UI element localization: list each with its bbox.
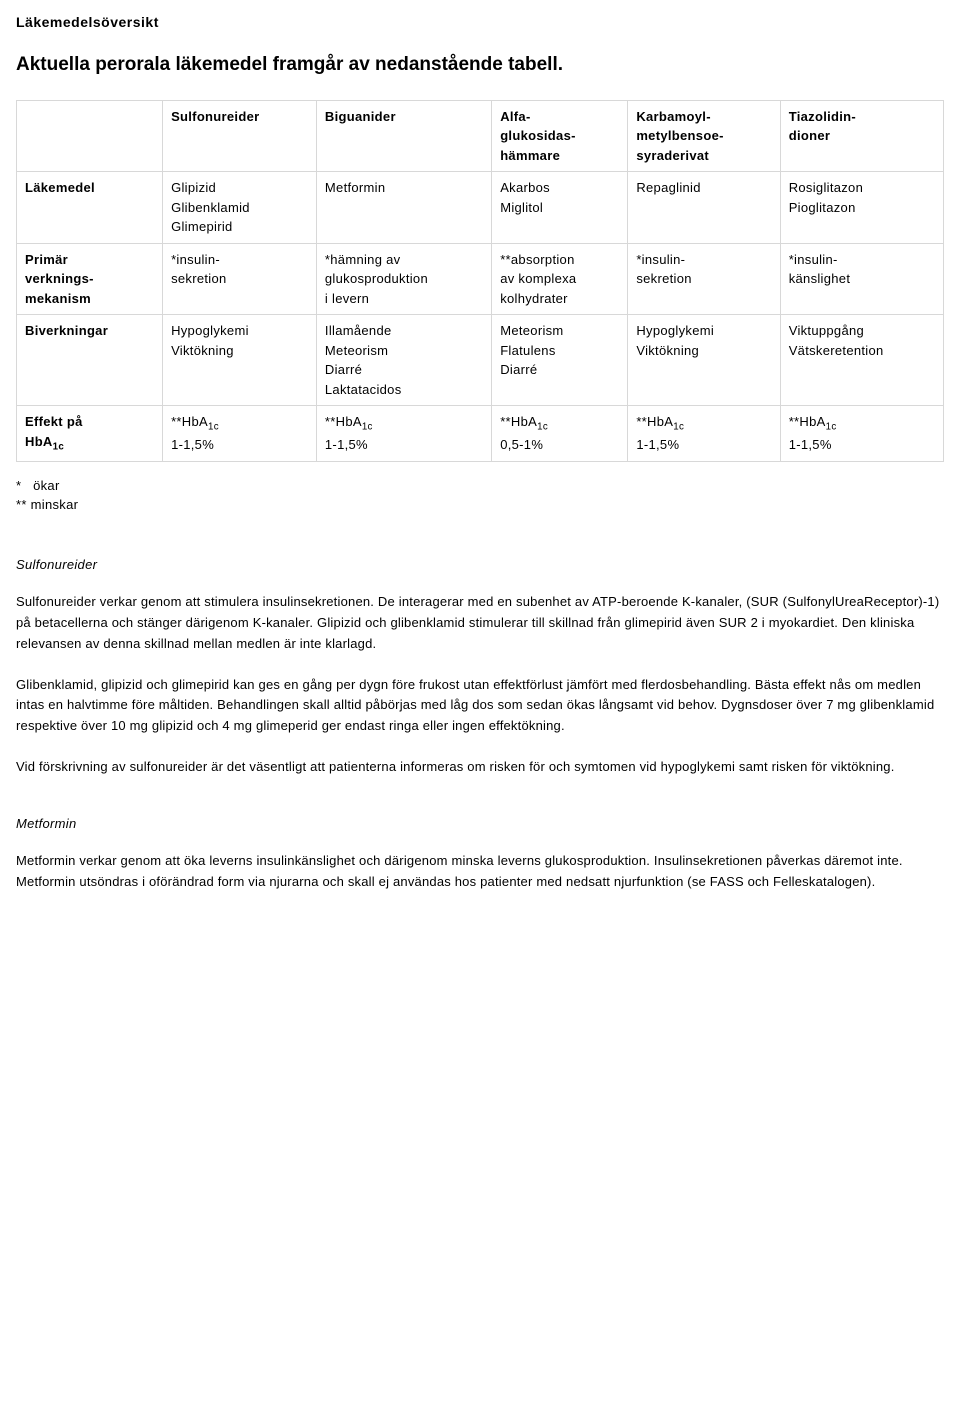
table-column-header bbox=[17, 100, 163, 172]
body-paragraph: Glibenklamid, glipizid och glimepirid ka… bbox=[16, 675, 944, 737]
footnotes: * ökar** minskar bbox=[16, 476, 944, 515]
table-cell: IllamåendeMeteorismDiarréLaktatacidos bbox=[316, 315, 491, 406]
table-cell: GlipizidGlibenklamidGlimepirid bbox=[163, 172, 317, 244]
table-cell: RosiglitazonPioglitazon bbox=[780, 172, 943, 244]
table-cell: AkarbosMiglitol bbox=[492, 172, 628, 244]
body-paragraph: Vid förskrivning av sulfonureider är det… bbox=[16, 757, 944, 778]
footnote-line: * ökar bbox=[16, 476, 944, 496]
page-title: Aktuella perorala läkemedel framgår av n… bbox=[16, 51, 944, 80]
footnote-line: ** minskar bbox=[16, 495, 944, 515]
section-heading: Metformin bbox=[16, 814, 944, 834]
table-column-header: Sulfonureider bbox=[163, 100, 317, 172]
body-paragraph: Sulfonureider verkar genom att stimulera… bbox=[16, 592, 944, 654]
table-column-header: Alfa-glukosidas-hämmare bbox=[492, 100, 628, 172]
table-cell: *hämning avglukosproduktioni levern bbox=[316, 243, 491, 315]
table-cell: HypoglykemiViktökning bbox=[628, 315, 780, 406]
table-cell: **HbA1c1-1,5% bbox=[628, 406, 780, 462]
table-cell: Metformin bbox=[316, 172, 491, 244]
table-cell: *insulin-sekretion bbox=[163, 243, 317, 315]
table-row: LäkemedelGlipizidGlibenklamidGlimepiridM… bbox=[17, 172, 944, 244]
table-cell: MeteorismFlatulensDiarré bbox=[492, 315, 628, 406]
page-subtitle: Läkemedelsöversikt bbox=[16, 12, 944, 33]
table-row-header: Effekt påHbA1c bbox=[17, 406, 163, 462]
table-column-header: Karbamoyl-metylbensoe-syraderivat bbox=[628, 100, 780, 172]
table-cell: HypoglykemiViktökning bbox=[163, 315, 317, 406]
table-column-header: Tiazolidin-dioner bbox=[780, 100, 943, 172]
table-cell: ViktuppgångVätskeretention bbox=[780, 315, 943, 406]
table-row-header: Biverkningar bbox=[17, 315, 163, 406]
table-row-header: Läkemedel bbox=[17, 172, 163, 244]
table-column-header: Biguanider bbox=[316, 100, 491, 172]
table-cell: **absorptionav komplexakolhydrater bbox=[492, 243, 628, 315]
section-heading: Sulfonureider bbox=[16, 555, 944, 575]
table-cell: **HbA1c1-1,5% bbox=[163, 406, 317, 462]
table-cell: **HbA1c1-1,5% bbox=[780, 406, 943, 462]
table-row-header: Primärverknings-mekanism bbox=[17, 243, 163, 315]
table-cell: **HbA1c0,5-1% bbox=[492, 406, 628, 462]
body-paragraph: Metformin verkar genom att öka leverns i… bbox=[16, 851, 944, 893]
table-cell: *insulin-känslighet bbox=[780, 243, 943, 315]
table-row: BiverkningarHypoglykemiViktökningIllamåe… bbox=[17, 315, 944, 406]
medication-table: SulfonureiderBiguaniderAlfa-glukosidas-h… bbox=[16, 100, 944, 462]
table-cell: Repaglinid bbox=[628, 172, 780, 244]
table-header-row: SulfonureiderBiguaniderAlfa-glukosidas-h… bbox=[17, 100, 944, 172]
table-row: Primärverknings-mekanism*insulin-sekreti… bbox=[17, 243, 944, 315]
table-cell: *insulin-sekretion bbox=[628, 243, 780, 315]
table-cell: **HbA1c1-1,5% bbox=[316, 406, 491, 462]
table-row: Effekt påHbA1c**HbA1c1-1,5%**HbA1c1-1,5%… bbox=[17, 406, 944, 462]
